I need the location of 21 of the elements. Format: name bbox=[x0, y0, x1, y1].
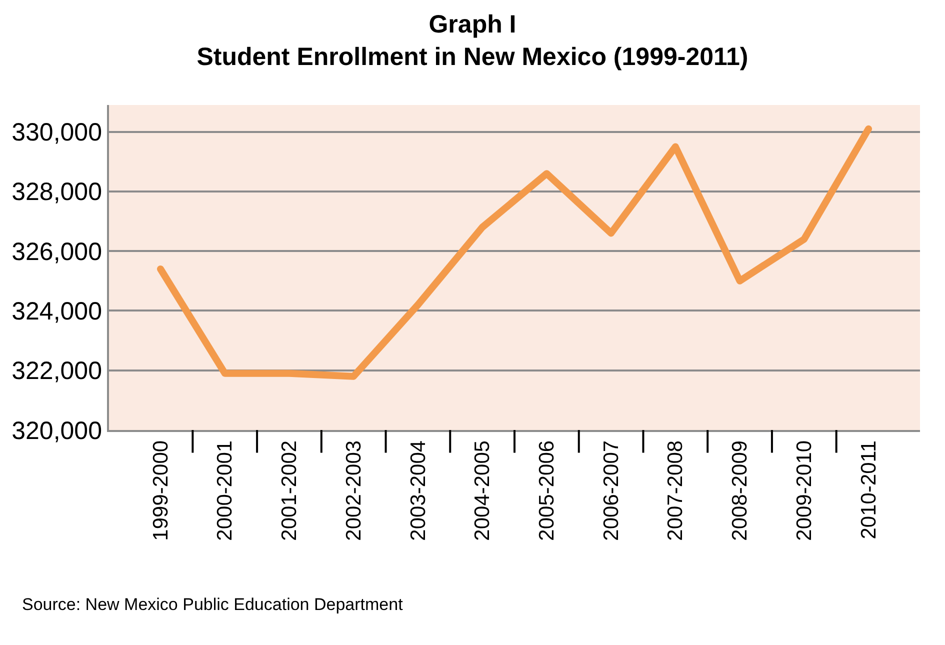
y-tick-label: 328,000 bbox=[12, 178, 102, 206]
x-tick-label: 2008-2009 bbox=[728, 440, 752, 541]
x-tick-label: 2001-2002 bbox=[278, 440, 302, 541]
x-tick-label: 2006-2007 bbox=[600, 440, 623, 541]
x-tick-label: 2010-2011 bbox=[857, 440, 880, 540]
x-tick-label: 2004-2005 bbox=[471, 440, 494, 541]
x-tick-label: 2003-2004 bbox=[406, 440, 430, 541]
y-tick-label: 324,000 bbox=[12, 297, 102, 326]
x-tick-label: 2005-2006 bbox=[536, 440, 559, 541]
x-tick-label: 2009-2010 bbox=[792, 440, 816, 541]
y-tick-label: 330,000 bbox=[12, 118, 102, 147]
x-tick-label: 1999-2000 bbox=[149, 440, 172, 541]
x-tick-label: 2007-2008 bbox=[664, 440, 688, 541]
x-tick-label: 2000-2001 bbox=[214, 440, 237, 541]
source-note: Source: New Mexico Public Education Department bbox=[22, 595, 404, 614]
chart-subtitle: Student Enrollment in New Mexico (1999-2011) bbox=[196, 42, 748, 71]
y-tick-label: 320,000 bbox=[12, 416, 102, 445]
y-tick-label: 322,000 bbox=[12, 357, 102, 386]
chart-title: Graph I bbox=[428, 10, 516, 38]
y-tick-label: 326,000 bbox=[12, 238, 102, 266]
x-tick-label: 2002-2003 bbox=[342, 440, 366, 541]
